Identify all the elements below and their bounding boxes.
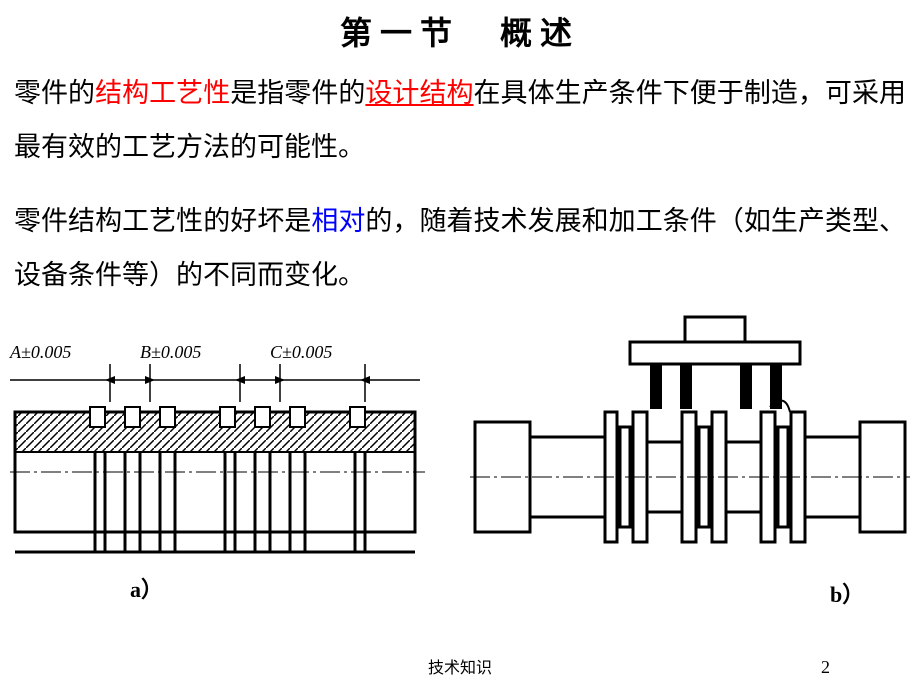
paragraph-2: 零件结构工艺性的好坏是相对的，随着技术发展和加工条件（如生产类型、设备条件等）的…	[0, 194, 920, 302]
p1-term-1: 结构工艺性	[95, 78, 230, 108]
p2-text-1: 零件结构工艺性的好坏是	[14, 206, 311, 236]
figure-a-label: a）	[130, 572, 163, 604]
p1-text-2: 是指零件的	[230, 78, 365, 108]
figure-b: b）	[470, 312, 910, 602]
figure-a: A±0.005 B±0.005 C±0.005	[10, 352, 430, 602]
p2-term-1: 相对	[311, 206, 365, 236]
section-title: 第一节 概述	[0, 0, 920, 66]
page-number: 2	[821, 657, 830, 678]
paragraph-1: 零件的结构工艺性是指零件的设计结构在具体生产条件下便于制造，可采用最有效的工艺方…	[0, 66, 920, 174]
figures-container: A±0.005 B±0.005 C±0.005	[0, 312, 920, 622]
footer-text: 技术知识	[428, 654, 492, 678]
dimension-c: C±0.005	[270, 342, 332, 363]
dimension-a: A±0.005	[10, 342, 71, 363]
p1-text-1: 零件的	[14, 78, 95, 108]
figure-b-drawing	[470, 312, 910, 592]
figure-a-drawing	[10, 352, 430, 582]
p1-term-2: 设计结构	[365, 78, 473, 108]
dimension-b: B±0.005	[140, 342, 201, 363]
figure-b-label: b）	[830, 577, 864, 609]
